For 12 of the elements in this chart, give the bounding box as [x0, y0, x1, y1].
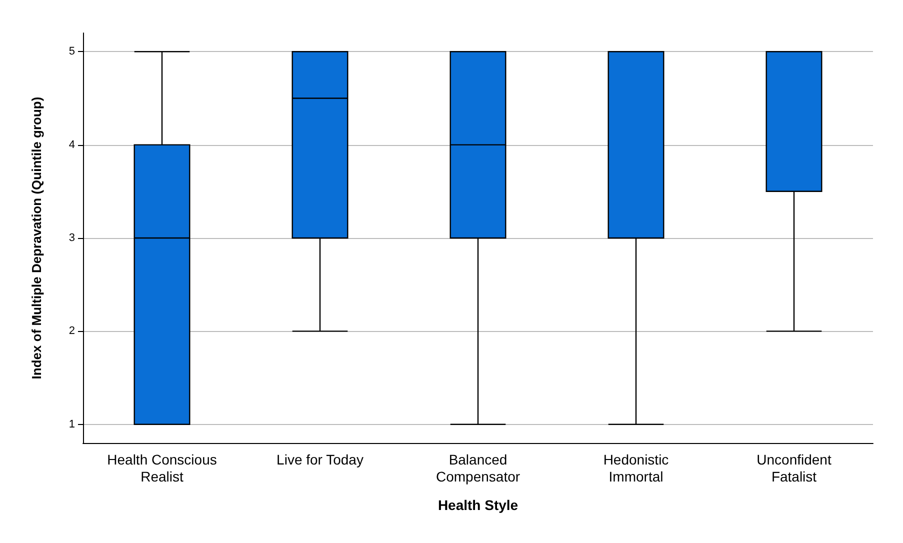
x-tick-label: Health Conscious Realist — [107, 452, 217, 484]
x-tick-label: Balanced Compensator — [436, 452, 520, 484]
y-tick-label: 5 — [68, 46, 75, 58]
y-tick-label: 1 — [68, 418, 75, 430]
y-tick-label: 4 — [68, 138, 75, 151]
y-tick-label: 2 — [68, 325, 75, 338]
x-tick-label: Live for Today — [276, 452, 364, 468]
y-axis-title: Index of Multiple Depravation (Quintile group) — [29, 96, 44, 380]
x-tick-label: Hedonistic Immortal — [603, 452, 669, 484]
y-tick-label: 3 — [68, 232, 75, 244]
x-axis-title: Health Style — [438, 497, 518, 513]
x-tick-label: Unconfident Fatalist — [756, 452, 832, 484]
